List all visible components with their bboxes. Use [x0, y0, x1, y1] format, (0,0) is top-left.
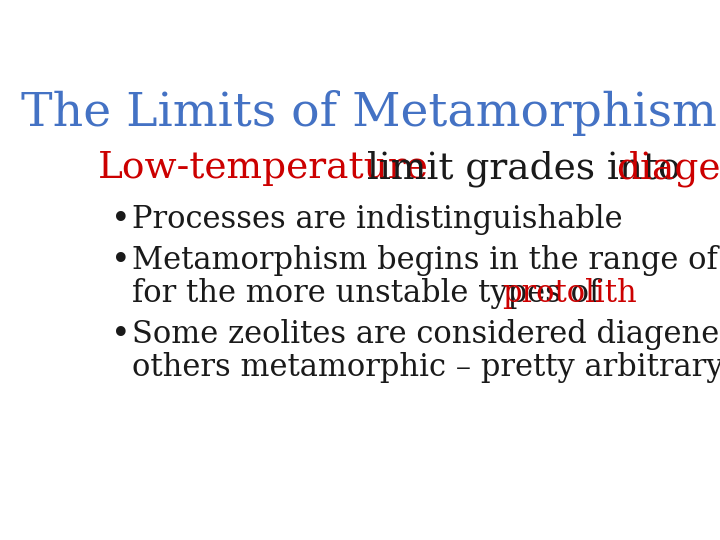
Text: The Limits of Metamorphism: The Limits of Metamorphism: [21, 90, 717, 136]
Text: •: •: [111, 245, 130, 277]
Text: diagenesis: diagenesis: [616, 150, 720, 186]
Text: Processes are indistinguishable: Processes are indistinguishable: [132, 204, 623, 235]
Text: •: •: [111, 204, 130, 236]
Text: Some zeolites are considered diagenetic and: Some zeolites are considered diagenetic …: [132, 319, 720, 350]
Text: protolith: protolith: [503, 278, 637, 309]
Text: Low-temperature: Low-temperature: [99, 150, 429, 186]
Text: limit grades into: limit grades into: [355, 150, 693, 186]
Text: for the more unstable types of: for the more unstable types of: [132, 278, 610, 309]
Text: others metamorphic – pretty arbitrary: others metamorphic – pretty arbitrary: [132, 352, 720, 383]
Text: •: •: [111, 319, 130, 351]
Text: Metamorphism begins in the range of 100-150ºC: Metamorphism begins in the range of 100-…: [132, 245, 720, 276]
